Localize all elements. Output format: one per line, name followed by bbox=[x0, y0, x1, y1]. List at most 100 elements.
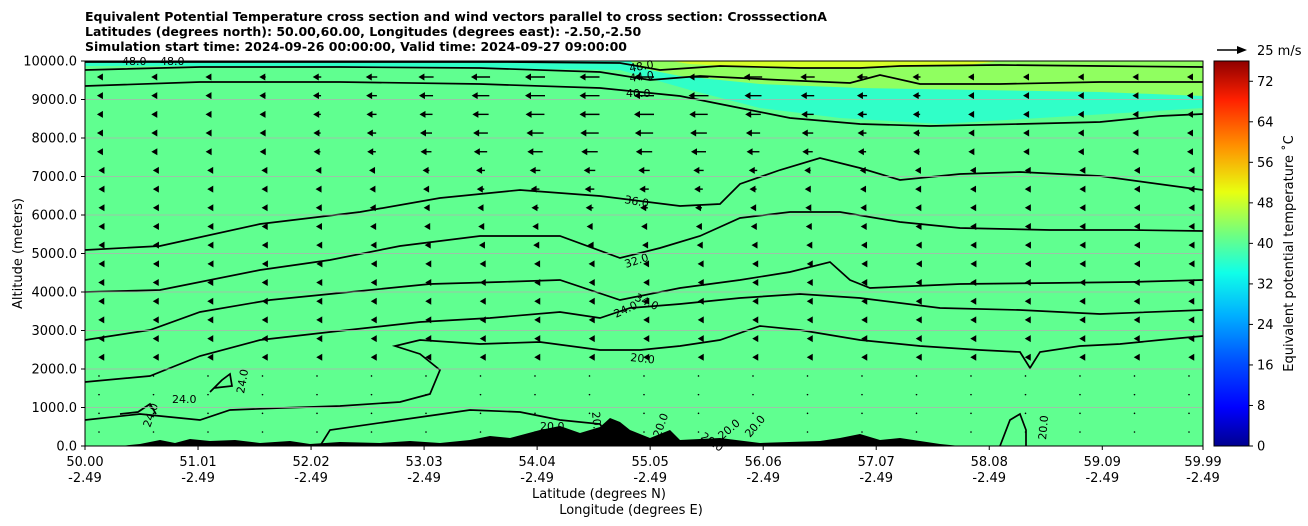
wind-vector-head bbox=[532, 222, 539, 230]
wind-vector-head bbox=[643, 260, 650, 268]
wind-vector bbox=[534, 375, 536, 377]
wind-vector-head bbox=[752, 260, 759, 268]
wind-vector bbox=[1024, 412, 1027, 415]
wind-vector bbox=[861, 412, 863, 415]
wind-vector-head bbox=[315, 185, 322, 193]
wind-vector bbox=[1024, 375, 1027, 377]
wind-vector bbox=[806, 375, 809, 377]
wind-vector-head bbox=[635, 148, 642, 156]
wind-vector-head bbox=[861, 353, 868, 361]
wind-vector-head bbox=[315, 204, 322, 212]
wind-vector-head bbox=[261, 279, 268, 287]
wind-vector-head bbox=[1132, 92, 1139, 100]
wind-vector-head bbox=[968, 148, 975, 156]
wind-vector-head bbox=[98, 297, 105, 305]
wind-vector-head bbox=[1186, 92, 1193, 100]
wind-vector-head bbox=[529, 166, 536, 174]
y-tick-label: 0.0 bbox=[56, 440, 77, 455]
wind-vector-head bbox=[1188, 353, 1195, 361]
wind-vector-head bbox=[1133, 353, 1140, 361]
y-tick-label: 10000.0 bbox=[23, 55, 77, 70]
wind-vector-head bbox=[527, 148, 534, 156]
wind-vector-head bbox=[366, 92, 373, 100]
x-tick-label-lon: -2.49 bbox=[68, 471, 102, 486]
wind-vector-head bbox=[585, 204, 592, 212]
wind-vector-head bbox=[915, 279, 922, 287]
wind-vector-head bbox=[1079, 222, 1086, 230]
wind-vector bbox=[370, 375, 373, 377]
wind-vector-head bbox=[744, 92, 751, 100]
wind-vector-head bbox=[533, 241, 540, 249]
wind-vector-head bbox=[970, 241, 977, 249]
x-tick-label-lon: -2.49 bbox=[972, 471, 1006, 486]
wind-vector-head bbox=[370, 241, 377, 249]
contour-label-44: 44.0 bbox=[629, 69, 655, 85]
wind-vector bbox=[98, 412, 100, 415]
wind-vector-head bbox=[151, 92, 158, 100]
wind-vector-head bbox=[1188, 204, 1195, 212]
wind-vector-head bbox=[1133, 335, 1140, 343]
wind-vector bbox=[915, 375, 918, 377]
colorbar-frame bbox=[1213, 60, 1250, 447]
x-tick-label-lat: 53.03 bbox=[405, 455, 442, 470]
wind-vector-head bbox=[1132, 148, 1139, 156]
wind-vector-head bbox=[861, 260, 868, 268]
wind-vector-head bbox=[806, 316, 813, 324]
y-tick-label: 6000.0 bbox=[32, 209, 78, 224]
y-tick-label: 3000.0 bbox=[32, 324, 78, 339]
x-axis-ticks: 50.00-2.4951.01-2.4952.02-2.4953.03-2.49… bbox=[66, 446, 1222, 486]
wind-vector-head bbox=[152, 316, 159, 324]
wind-vector-head bbox=[1186, 148, 1193, 156]
x-tick-label-lat: 50.00 bbox=[66, 455, 103, 470]
wind-vector-head bbox=[806, 353, 813, 361]
contour-line-24 bbox=[85, 293, 1203, 383]
wind-vector-head bbox=[98, 222, 105, 230]
wind-vector-head bbox=[697, 335, 704, 343]
wind-vector bbox=[861, 393, 863, 396]
wind-vector-head bbox=[968, 110, 975, 118]
wind-vector-head bbox=[588, 316, 595, 324]
wind-vector-head bbox=[802, 148, 809, 156]
wind-vector-head bbox=[914, 166, 921, 174]
wind-vector-head bbox=[534, 260, 541, 268]
wind-vector-head bbox=[1024, 185, 1031, 193]
wind-vector-head bbox=[745, 110, 752, 118]
wind-vector-head bbox=[1077, 110, 1084, 118]
wind-vector-head bbox=[476, 166, 483, 174]
wind-vector-head bbox=[696, 241, 703, 249]
wind-vector-head bbox=[1023, 148, 1030, 156]
wind-vector-head bbox=[749, 185, 756, 193]
colorbar-tick-label: 24 bbox=[1257, 318, 1274, 333]
quiver-key: 25 m/s bbox=[1217, 44, 1302, 59]
contour-line-44 bbox=[85, 66, 1203, 85]
wind-vector bbox=[1133, 412, 1136, 415]
wind-vector-head bbox=[857, 148, 864, 156]
wind-vector-head bbox=[259, 92, 266, 100]
wind-vector-head bbox=[805, 222, 812, 230]
wind-vector-head bbox=[98, 316, 105, 324]
wind-vector bbox=[643, 412, 645, 415]
wind-vector-head bbox=[312, 73, 319, 81]
wind-vector-head bbox=[806, 260, 813, 268]
wind-vector-head bbox=[259, 110, 266, 118]
wind-vector-head bbox=[98, 185, 105, 193]
wind-vector-head bbox=[690, 129, 697, 137]
wind-vector-head bbox=[471, 92, 478, 100]
wind-vector-head bbox=[752, 335, 759, 343]
wind-vector bbox=[697, 393, 700, 396]
wind-vector-head bbox=[580, 129, 587, 137]
wind-vector-head bbox=[1077, 148, 1084, 156]
wind-vector bbox=[643, 431, 645, 433]
wind-vector bbox=[1188, 412, 1190, 415]
wind-vector bbox=[370, 412, 373, 415]
wind-vector-head bbox=[860, 222, 867, 230]
wind-vector-head bbox=[800, 92, 807, 100]
quiver-key-arrow-head bbox=[1237, 46, 1247, 54]
x-tick-label-lon: -2.49 bbox=[407, 471, 441, 486]
wind-vector-head bbox=[96, 110, 103, 118]
wind-vector-head bbox=[806, 297, 813, 305]
wind-vector-head bbox=[420, 148, 427, 156]
wind-vector-head bbox=[641, 222, 648, 230]
wind-vector-head bbox=[643, 297, 650, 305]
chart-title-line-1: Equivalent Potential Temperature cross s… bbox=[85, 9, 827, 24]
